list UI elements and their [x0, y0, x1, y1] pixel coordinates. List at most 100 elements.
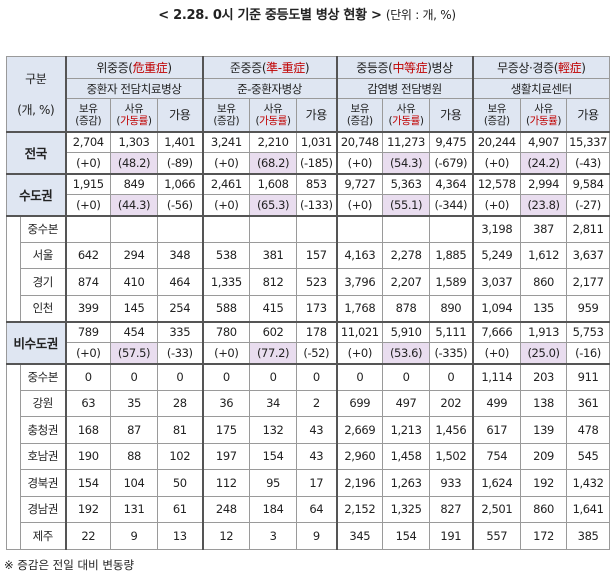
- region-value-cell: 617: [472, 416, 522, 444]
- region-value-cell: 135: [520, 294, 568, 323]
- change-cell: (+0): [65, 152, 112, 175]
- severity-suffix: ): [581, 61, 586, 75]
- utilization-cell: (24.2): [520, 152, 568, 175]
- header-row-severity: 구분 (개, %) 위중증(危重症) 준중증(準-重症) 중등증(中等症)병상 무증상·경…: [5, 56, 611, 132]
- title-unit: (단위 : 개, %): [385, 8, 456, 22]
- utilization-value: (55.1): [389, 197, 423, 212]
- region-value: 63: [81, 396, 96, 411]
- group-value-cell: 12,578: [472, 173, 522, 195]
- group-value: 1,913: [528, 325, 559, 340]
- region-value: 478: [577, 422, 599, 437]
- group-value: 1,915: [72, 177, 104, 192]
- region-value-cell: 175: [202, 416, 251, 444]
- severity-header: 위중증(危重症): [65, 56, 204, 79]
- region-value-cell: 1,624: [472, 469, 522, 497]
- region-value-cell: 154: [382, 522, 431, 550]
- header-row-metrics: 보유 (증감) 사유 (가동률) 가용 보유 (증감) 사유 (가동률) 가용 보유 (증감) 사유 (가…: [6, 98, 611, 133]
- region-value-cell: 22: [65, 522, 112, 550]
- region-row: 충청권 168 87 81 175 132 43 2,669 1,213 1,456 617 139 4…: [7, 416, 611, 444]
- use-header: 사유 (가동률): [520, 98, 568, 133]
- region-value: 348: [169, 248, 191, 263]
- utilization-value: (57.5): [117, 345, 151, 360]
- group-change-row: (+0) (57.5) (-33) (+0) (77.2) (-52) (+0) (53.6)…: [7, 342, 611, 365]
- group-value-cell: 9,475: [429, 131, 474, 153]
- region-value: 17: [309, 475, 324, 490]
- utilization-cell: (23.8): [520, 194, 568, 217]
- change-value: (+0): [214, 197, 239, 212]
- region-value-cell: 1,263: [382, 469, 431, 497]
- region-value-cell: 254: [157, 294, 204, 323]
- group-label: 비수도권: [5, 321, 67, 365]
- region-value: 2: [312, 396, 320, 411]
- severity-hanja: 準-重症: [266, 61, 305, 75]
- group-label: 수도권: [5, 173, 67, 217]
- region-value: 112: [215, 475, 237, 490]
- group-value-cell: 849: [110, 173, 159, 195]
- region-value-cell: [202, 215, 251, 243]
- region-value: 0: [402, 370, 410, 384]
- severity-hanja: 中等症: [392, 61, 428, 75]
- region-value: 1,612: [528, 248, 559, 263]
- region-value: 499: [486, 396, 508, 411]
- utilization-cell: (55.1): [382, 194, 431, 217]
- group-value: 178: [305, 325, 327, 340]
- utilization-cell: (68.2): [249, 152, 298, 175]
- region-value: 64: [309, 502, 324, 517]
- group-value: 7,666: [481, 325, 513, 340]
- change-cell: (-335): [429, 342, 474, 365]
- group-value-cell: 1,303: [110, 131, 159, 153]
- region-value: 4,163: [344, 248, 376, 263]
- change-value: (-679): [434, 155, 468, 170]
- region-value: 87: [127, 422, 141, 437]
- region-value-cell: 361: [566, 389, 611, 417]
- row-label-header: 구분 (개, %): [5, 56, 67, 132]
- facility-header: 감염병 전담병원: [336, 78, 474, 99]
- region-value-cell: [110, 215, 159, 243]
- utilization-label: 가동률: [392, 114, 420, 127]
- region-value-cell: 545: [566, 442, 611, 470]
- region-value: 154: [262, 449, 284, 464]
- region-value-cell: 410: [110, 268, 159, 296]
- change-value: (+0): [214, 345, 239, 360]
- region-value: 538: [215, 248, 237, 263]
- change-value: (-335): [434, 345, 468, 360]
- group-value-cell: 2,704: [65, 131, 112, 153]
- region-value: 2,960: [344, 449, 376, 464]
- group-value: 1,608: [257, 177, 289, 192]
- region-value-cell: [336, 215, 384, 243]
- group-value: 2,994: [528, 177, 559, 192]
- group-value-cell: 178: [296, 321, 338, 343]
- group-value: 12,578: [477, 177, 516, 192]
- region-value-cell: 1,641: [566, 495, 611, 523]
- region-value: 415: [262, 301, 284, 315]
- severity-suffix: ): [167, 61, 172, 75]
- region-value-cell: 203: [520, 363, 568, 391]
- utilization-label: 가동률: [120, 114, 148, 127]
- have-label: 보유: [487, 102, 507, 115]
- region-value: 3,198: [481, 222, 513, 236]
- region-value-cell: 157: [296, 241, 338, 269]
- region-value-cell: 2,207: [382, 268, 431, 296]
- group-value: 20,244: [477, 135, 516, 150]
- region-value-cell: 197: [202, 442, 251, 470]
- region-value-cell: 874: [65, 268, 112, 296]
- region-name: 서울: [32, 248, 54, 263]
- avail-header: 가용: [296, 98, 338, 133]
- facility-label: 생활치료센터: [510, 81, 572, 96]
- group-value: 9,475: [435, 135, 467, 150]
- region-value-cell: 1,502: [429, 442, 474, 470]
- change-value: (-344): [434, 197, 468, 212]
- region-value: 545: [577, 449, 599, 464]
- region-value-cell: 499: [472, 389, 522, 417]
- region-value: 132: [262, 422, 284, 437]
- region-label: 강원: [19, 389, 67, 417]
- use-paren-close: ): [419, 114, 424, 127]
- severity-header: 중등증(中等症)병상: [336, 56, 474, 79]
- region-value-cell: 0: [429, 363, 474, 391]
- utilization-value: (44.3): [117, 197, 151, 212]
- change-value: (-185): [299, 155, 333, 170]
- region-value-cell: 1,213: [382, 416, 431, 444]
- change-value: (+0): [484, 345, 510, 360]
- utilization-cell: (25.0): [520, 342, 568, 365]
- group-value: 11,021: [340, 325, 379, 340]
